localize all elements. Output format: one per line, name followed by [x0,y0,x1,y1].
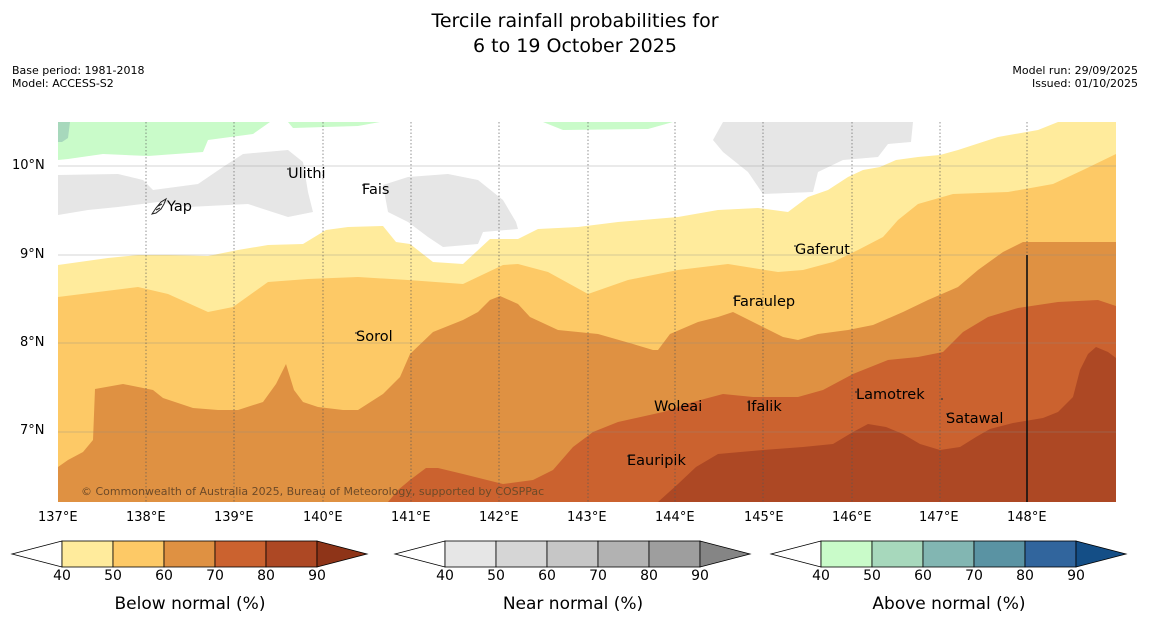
place-label: Yap [167,199,192,215]
place-label: Woleai [654,399,703,415]
title-line-2: 6 to 19 October 2025 [473,35,677,57]
colorbar-legends [10,540,1128,568]
yap-island-outline [150,197,168,215]
lon-label: 141°E [391,510,431,525]
colorbar-title-below: Below normal (%) [114,594,266,614]
below-normal-80 [658,347,1116,502]
base-period: Base period: 1981-2018 [12,64,145,77]
place-label: Eauripik [627,453,686,469]
place-label: Fais [362,182,390,198]
above-normal-region [58,122,270,160]
lon-label: 140°E [303,510,343,525]
place-label: Satawal [946,411,1004,427]
colorbar-max-extend [699,540,752,568]
near-normal-region [383,174,518,247]
place-label: Ulithi [288,166,326,182]
colorbar-tick-label: 90 [308,568,326,584]
colorbar-tick-label: 50 [487,568,505,584]
above-normal-region [288,122,380,128]
lat-label: 8°N [20,335,45,350]
colorbar-segment [265,540,318,568]
lat-label: 7°N [20,423,45,438]
place-label: Faraulep [733,294,796,310]
copyright-notice: © Commonwealth of Australia 2025, Bureau… [81,485,545,498]
issued-date: Issued: 01/10/2025 [1031,77,1138,90]
lon-label: 144°E [655,510,695,525]
lon-label: 145°E [744,510,784,525]
colorbar-segment [871,540,924,568]
above-normal-region [58,122,70,142]
lon-label: 147°E [919,510,959,525]
colorbar-segment [444,540,497,568]
colorbar-title-near: Near normal (%) [502,594,644,614]
colorbar-min-extend [393,540,446,568]
colorbar-segment [546,540,599,568]
colorbar-tick-label: 40 [436,568,454,584]
colorbar-segment [163,540,216,568]
colorbar-max-extend [1075,540,1128,568]
colorbar-tick-label: 50 [104,568,122,584]
rainfall-map [58,122,1116,502]
colorbar-segment [495,540,548,568]
lon-label: 138°E [126,510,166,525]
colorbar-segment [973,540,1026,568]
colorbar-tick-label: 70 [206,568,224,584]
title-line-1: Tercile rainfall probabilities for [431,10,719,32]
model-name: Model: ACCESS-S2 [12,77,114,90]
colorbar-tick-label: 50 [863,568,881,584]
lat-label: 10°N [12,158,45,173]
island-markers [287,168,948,457]
colorbar-segment [922,540,975,568]
above-normal-region [543,122,673,130]
lon-label: 137°E [38,510,78,525]
colorbar-tick-label: 90 [691,568,709,584]
colorbar-tick-label: 70 [589,568,607,584]
colorbar-segment [648,540,701,568]
colorbar-segment [820,540,873,568]
colorbar-segment [112,540,165,568]
colorbar-tick-label: 80 [1016,568,1034,584]
near-normal-region [58,150,313,217]
colorbar-tick-label: 90 [1067,568,1085,584]
place-label: Sorol [356,329,393,345]
colorbar-segment [597,540,650,568]
place-label: Ifalik [747,399,782,415]
colorbar-0 [10,540,369,568]
lon-label: 148°E [1007,510,1047,525]
colorbar-tick-label: 60 [538,568,556,584]
lon-label: 142°E [479,510,519,525]
colorbar-segment [1024,540,1077,568]
lon-label: 139°E [214,510,254,525]
lon-label: 146°E [832,510,872,525]
colorbar-segment [214,540,267,568]
colorbar-tick-label: 40 [53,568,71,584]
place-label: Lamotrek [856,387,925,403]
place-label: Gaferut [795,242,850,258]
lat-label: 9°N [20,247,45,262]
colorbar-min-extend [769,540,822,568]
colorbar-title-above: Above normal (%) [872,594,1026,614]
colorbar-min-extend [10,540,63,568]
colorbar-tick-label: 70 [965,568,983,584]
colorbar-tick-label: 40 [812,568,830,584]
colorbar-2 [769,540,1128,568]
colorbar-tick-label: 60 [155,568,173,584]
colorbar-tick-label: 80 [640,568,658,584]
colorbar-max-extend [316,540,369,568]
model-run: Model run: 29/09/2025 [1012,64,1138,77]
colorbar-1 [393,540,752,568]
lon-label: 143°E [567,510,607,525]
colorbar-segment [61,540,114,568]
colorbar-tick-label: 80 [257,568,275,584]
colorbar-tick-label: 60 [914,568,932,584]
